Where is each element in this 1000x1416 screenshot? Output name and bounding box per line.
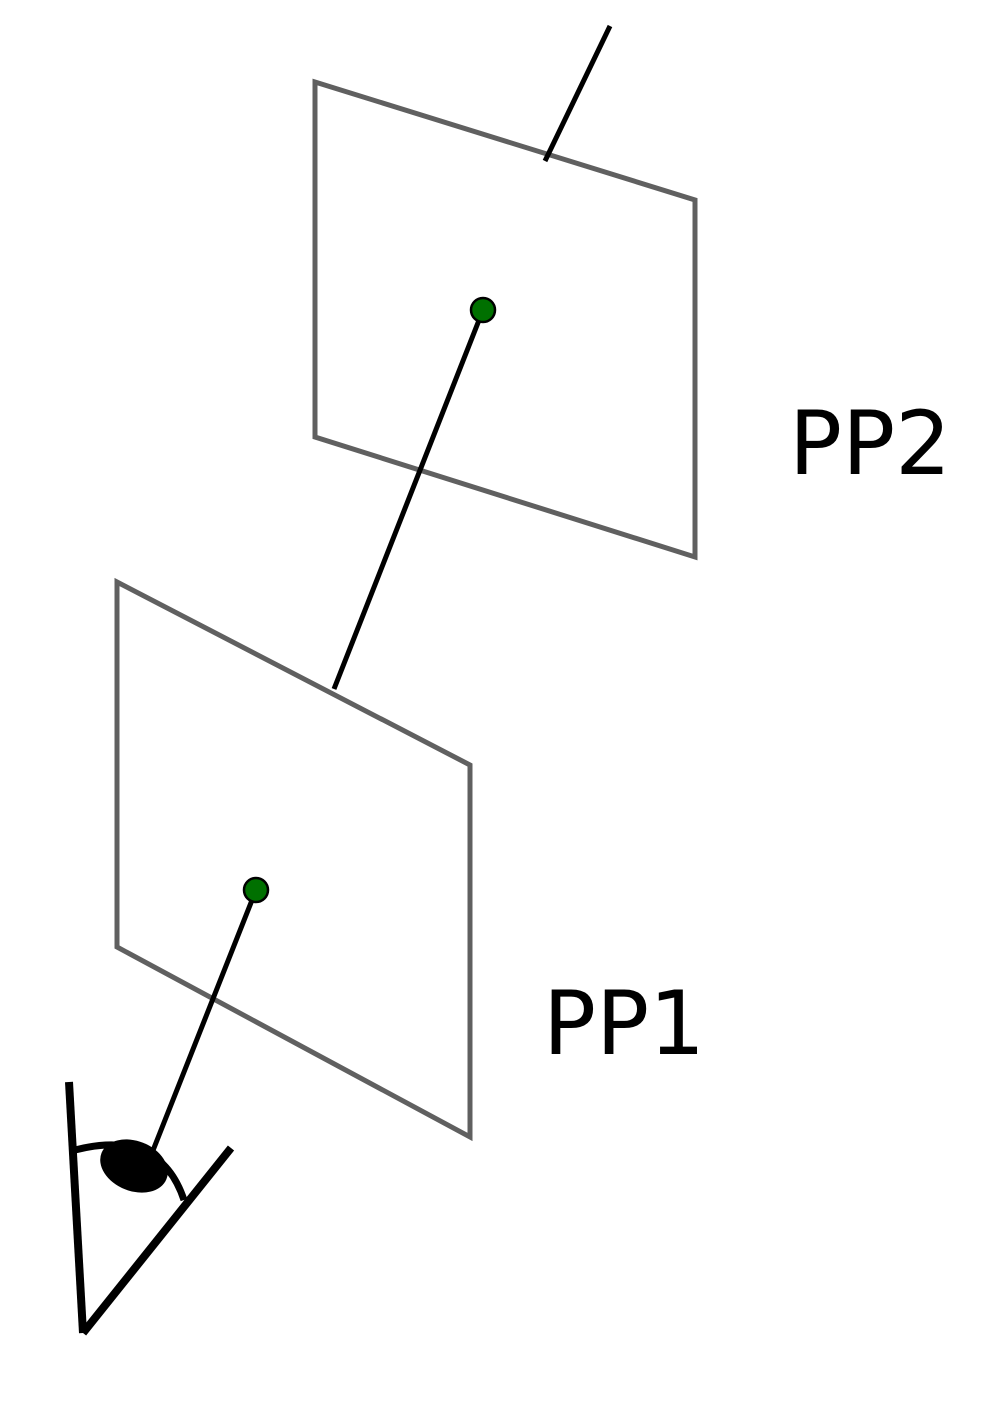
eye-icon [65, 1081, 235, 1336]
picture-plane-1 [114, 577, 473, 1142]
eye-pupil [100, 1139, 168, 1193]
projected-point-pp2 [469, 296, 497, 324]
projected-point-pp1 [242, 876, 270, 904]
plane-1-label: PP1 [543, 972, 705, 1075]
eye-lower-lid-line [79, 1145, 235, 1336]
sight-ray-beyond-pp2 [542, 24, 613, 163]
sight-ray-pp1-to-pp2 [331, 309, 486, 690]
plane-2-label: PP2 [789, 392, 951, 495]
sight-ray-eye-to-pp1 [147, 889, 259, 1159]
eye-upper-lid-line [65, 1081, 87, 1334]
picture-plane-2 [312, 78, 698, 561]
